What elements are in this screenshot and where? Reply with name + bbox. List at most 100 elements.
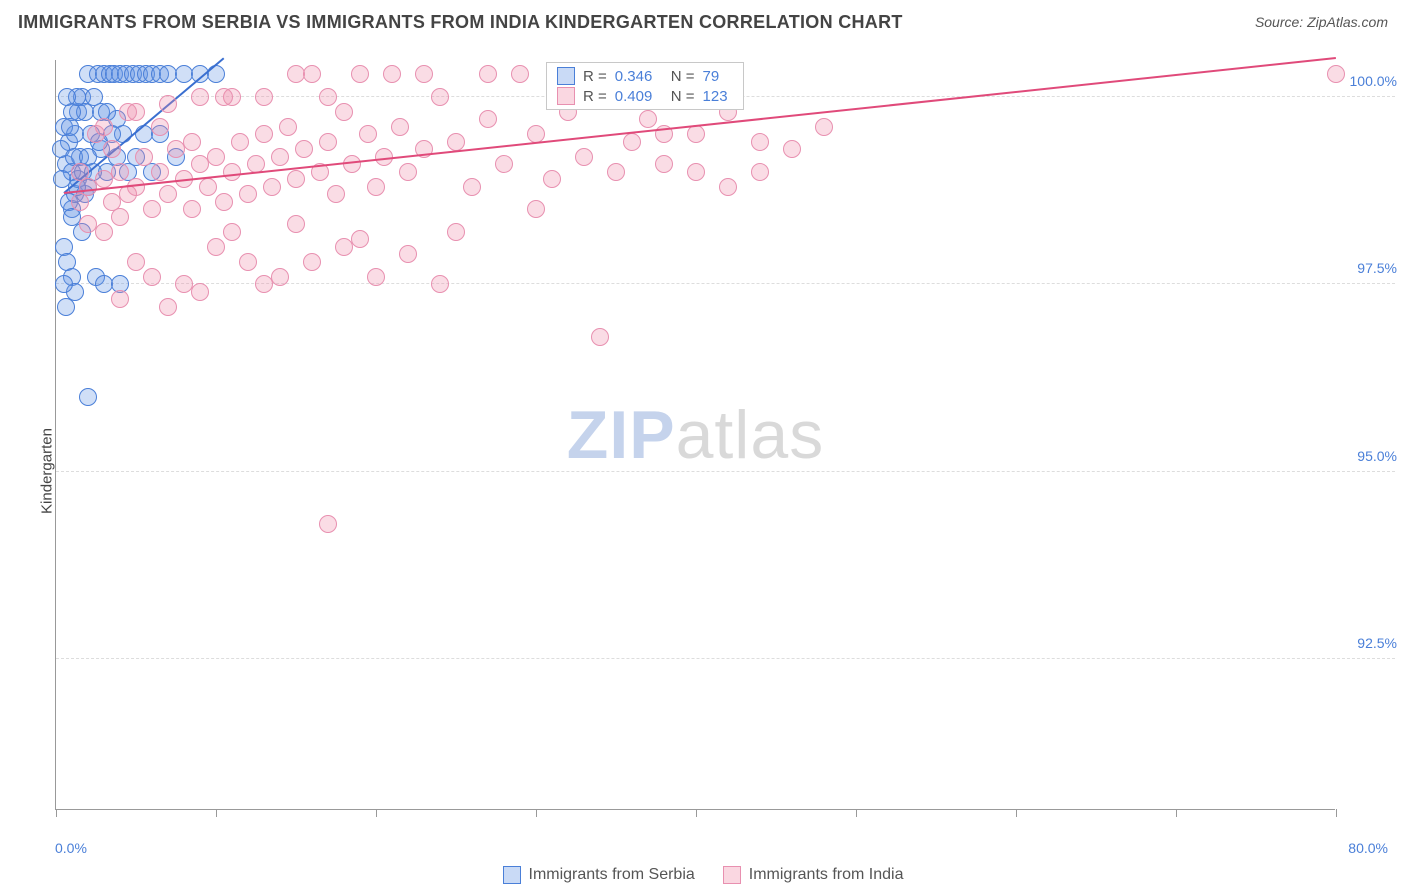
legend-item-serbia: Immigrants from Serbia (503, 866, 695, 884)
data-point (103, 140, 121, 158)
data-point (151, 118, 169, 136)
data-point (271, 148, 289, 166)
data-point (431, 88, 449, 106)
data-point (687, 163, 705, 181)
data-point (367, 268, 385, 286)
data-point (79, 388, 97, 406)
r-label: R = (583, 68, 607, 85)
y-tick-label: 100.0% (1342, 73, 1397, 89)
data-point (263, 178, 281, 196)
data-point (319, 515, 337, 533)
data-point (607, 163, 625, 181)
x-tick-mark (536, 809, 537, 817)
data-point (479, 65, 497, 83)
data-point (183, 200, 201, 218)
data-point (303, 253, 321, 271)
data-point (687, 125, 705, 143)
x-tick-mark (856, 809, 857, 817)
legend-item-india: Immigrants from India (723, 866, 904, 884)
x-axis-max-label: 80.0% (1348, 840, 1388, 856)
n-value: 123 (703, 88, 733, 105)
watermark-part1: ZIP (567, 397, 676, 473)
r-value: 0.409 (615, 88, 663, 105)
data-point (61, 118, 79, 136)
data-point (127, 253, 145, 271)
data-point (639, 110, 657, 128)
legend-label-india: Immigrants from India (749, 866, 904, 884)
y-tick-label: 92.5% (1342, 635, 1397, 651)
data-point (383, 65, 401, 83)
header: IMMIGRANTS FROM SERBIA VS IMMIGRANTS FRO… (0, 0, 1406, 50)
x-tick-mark (1176, 809, 1177, 817)
data-point (751, 133, 769, 151)
data-point (479, 110, 497, 128)
n-value: 79 (703, 68, 733, 85)
plot-container: Kindergarten ZIPatlas 92.5% 95.0% 97.5% 100… (0, 50, 1406, 892)
data-point (255, 88, 273, 106)
x-axis-min-label: 0.0% (55, 840, 87, 856)
data-point (351, 230, 369, 248)
data-point (223, 223, 241, 241)
y-tick-label: 97.5% (1342, 260, 1397, 276)
n-label: N = (671, 88, 695, 105)
watermark: ZIPatlas (567, 396, 824, 474)
data-point (223, 163, 241, 181)
data-point (1327, 65, 1345, 83)
data-point (119, 103, 137, 121)
data-point (391, 118, 409, 136)
data-point (143, 268, 161, 286)
gridline (56, 471, 1395, 472)
data-point (303, 65, 321, 83)
data-point (95, 223, 113, 241)
data-point (159, 95, 177, 113)
r-label: R = (583, 88, 607, 105)
data-point (58, 88, 76, 106)
x-tick-mark (696, 809, 697, 817)
data-point (415, 65, 433, 83)
data-point (215, 193, 233, 211)
data-point (135, 148, 153, 166)
x-tick-mark (1336, 809, 1337, 817)
data-point (399, 163, 417, 181)
data-point (287, 215, 305, 233)
data-point (255, 125, 273, 143)
data-point (367, 178, 385, 196)
data-point (287, 170, 305, 188)
data-point (447, 223, 465, 241)
data-point (215, 88, 233, 106)
data-point (199, 178, 217, 196)
data-point (295, 140, 313, 158)
data-point (239, 253, 257, 271)
x-tick-mark (216, 809, 217, 817)
stats-legend: R =0.346N =79R =0.409N =123 (546, 62, 744, 110)
y-tick-label: 95.0% (1342, 448, 1397, 464)
data-point (231, 133, 249, 151)
data-point (71, 193, 89, 211)
data-point (527, 200, 545, 218)
data-point (511, 65, 529, 83)
data-point (591, 328, 609, 346)
data-point (271, 268, 289, 286)
data-point (327, 185, 345, 203)
data-point (191, 88, 209, 106)
data-point (495, 155, 513, 173)
data-point (159, 185, 177, 203)
chart-title: IMMIGRANTS FROM SERBIA VS IMMIGRANTS FRO… (18, 12, 1388, 33)
data-point (207, 238, 225, 256)
data-point (751, 163, 769, 181)
data-point (543, 170, 561, 188)
source-attribution: Source: ZipAtlas.com (1255, 14, 1388, 30)
data-point (57, 298, 75, 316)
data-point (159, 298, 177, 316)
data-point (351, 65, 369, 83)
data-point (71, 163, 89, 181)
data-point (143, 200, 161, 218)
data-point (111, 290, 129, 308)
y-axis-label: Kindergarten (38, 428, 55, 514)
data-point (359, 125, 377, 143)
data-point (719, 178, 737, 196)
data-point (183, 133, 201, 151)
data-point (815, 118, 833, 136)
data-point (151, 163, 169, 181)
r-value: 0.346 (615, 68, 663, 85)
